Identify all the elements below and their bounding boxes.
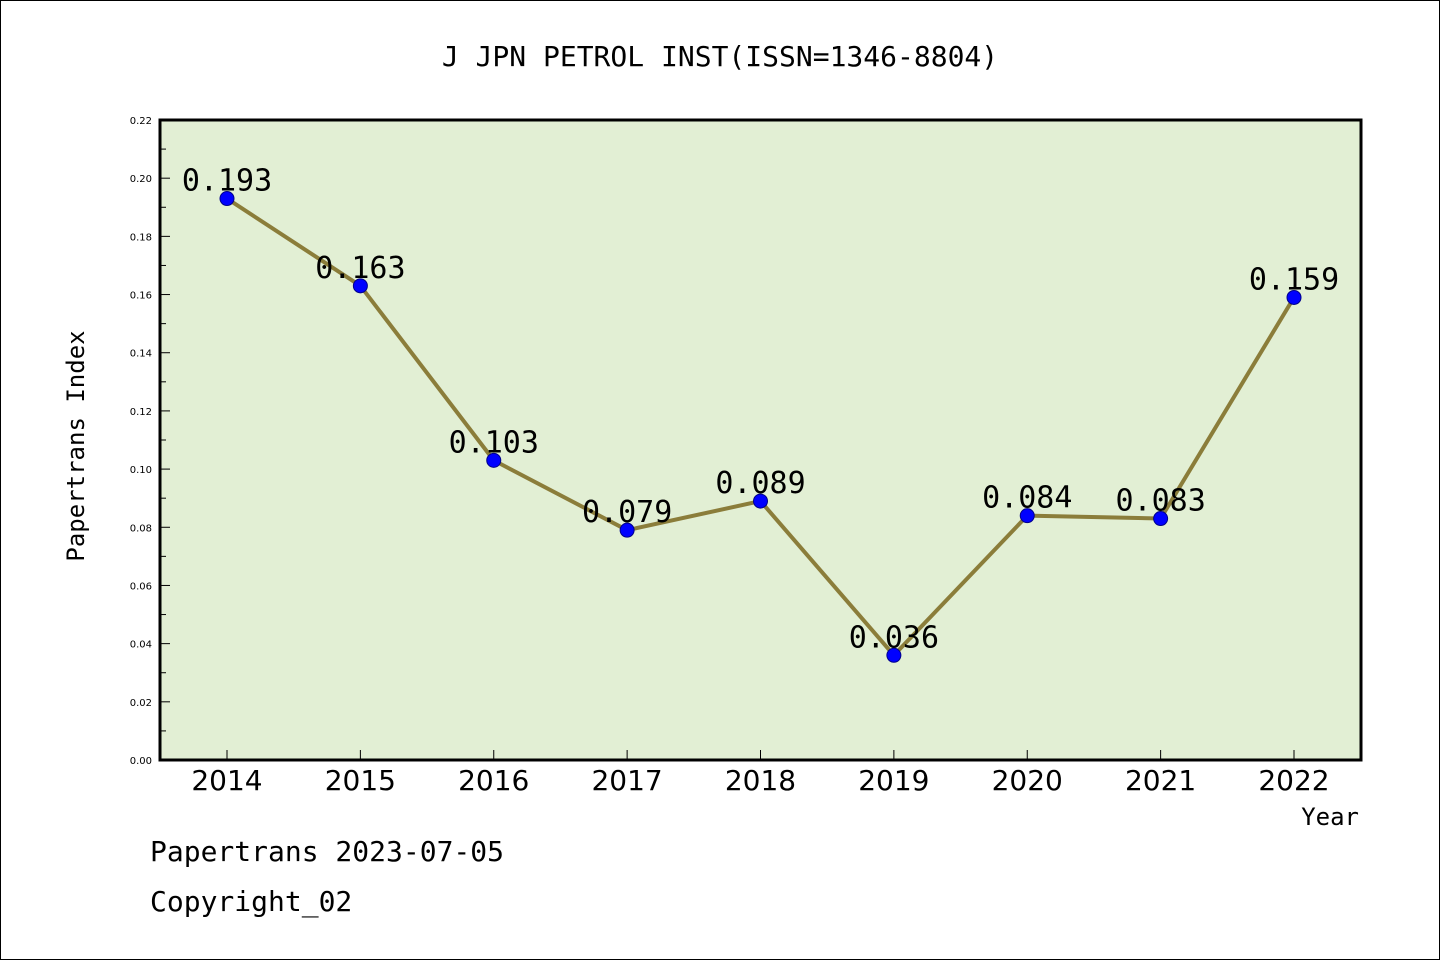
copyright-text: Copyright_02 bbox=[150, 885, 353, 918]
source-date-text: Papertrans 2023-07-05 bbox=[150, 835, 505, 868]
x-tick-label: 2017 bbox=[591, 764, 662, 797]
data-label: 0.103 bbox=[449, 425, 539, 460]
data-label: 0.193 bbox=[182, 164, 272, 199]
y-tick-label: 0.18 bbox=[130, 232, 152, 243]
data-label: 0.083 bbox=[1115, 484, 1205, 519]
y-axis: 0.00 0.02 0.04 0.06 0.08 0.10 0.12 0.14 0.16 0.18… bbox=[130, 116, 170, 767]
y-tick-label: 0.08 bbox=[130, 523, 152, 534]
x-tick-label: 2021 bbox=[1125, 764, 1196, 797]
x-tick-label: 2018 bbox=[725, 764, 796, 797]
data-point bbox=[486, 452, 502, 468]
data-point bbox=[1153, 511, 1169, 527]
y-tick-label: 0.04 bbox=[130, 640, 152, 651]
x-axis: 2014 2015 2016 2017 2018 2019 2020 2021 2022 bbox=[191, 750, 1330, 797]
y-tick-label: 0.22 bbox=[130, 116, 152, 127]
x-tick-label: 2020 bbox=[992, 764, 1063, 797]
series-line-group bbox=[219, 191, 1302, 663]
y-tick-label: 0.16 bbox=[130, 291, 152, 302]
y-tick-label: 0.06 bbox=[130, 581, 152, 592]
data-point bbox=[619, 522, 635, 538]
y-tick-label: 0.12 bbox=[130, 407, 152, 418]
data-label: 0.159 bbox=[1249, 262, 1339, 297]
x-tick-label: 2015 bbox=[325, 764, 396, 797]
data-point bbox=[1019, 508, 1035, 524]
chart-title: J JPN PETROL INST(ISSN=1346-8804) bbox=[442, 40, 998, 73]
y-axis-label: Papertrans Index bbox=[62, 330, 90, 561]
x-tick-label: 2019 bbox=[858, 764, 929, 797]
data-point bbox=[753, 493, 768, 509]
y-tick-label: 0.14 bbox=[130, 349, 152, 360]
data-point bbox=[1286, 289, 1302, 305]
data-label: 0.036 bbox=[849, 620, 939, 655]
y-tick-label: 0.00 bbox=[130, 756, 152, 767]
data-label: 0.084 bbox=[982, 481, 1072, 516]
data-label: 0.079 bbox=[582, 495, 672, 530]
data-label: 0.089 bbox=[715, 466, 805, 501]
y-tick-label: 0.20 bbox=[130, 174, 152, 185]
data-point bbox=[352, 278, 368, 294]
data-labels-group: 0.193 0.163 0.103 0.079 0.089 0.036 0.084 0.083… bbox=[182, 164, 1339, 656]
data-point bbox=[219, 191, 235, 207]
y-tick-label: 0.10 bbox=[130, 465, 152, 476]
x-tick-label: 2014 bbox=[191, 764, 262, 797]
x-tick-label: 2016 bbox=[458, 764, 529, 797]
data-label: 0.163 bbox=[315, 251, 405, 286]
y-tick-label: 0.02 bbox=[130, 698, 152, 709]
x-tick-label: 2022 bbox=[1258, 764, 1329, 797]
data-point bbox=[886, 647, 902, 663]
plot-area bbox=[158, 118, 1363, 762]
x-axis-label: Year bbox=[1301, 803, 1359, 831]
